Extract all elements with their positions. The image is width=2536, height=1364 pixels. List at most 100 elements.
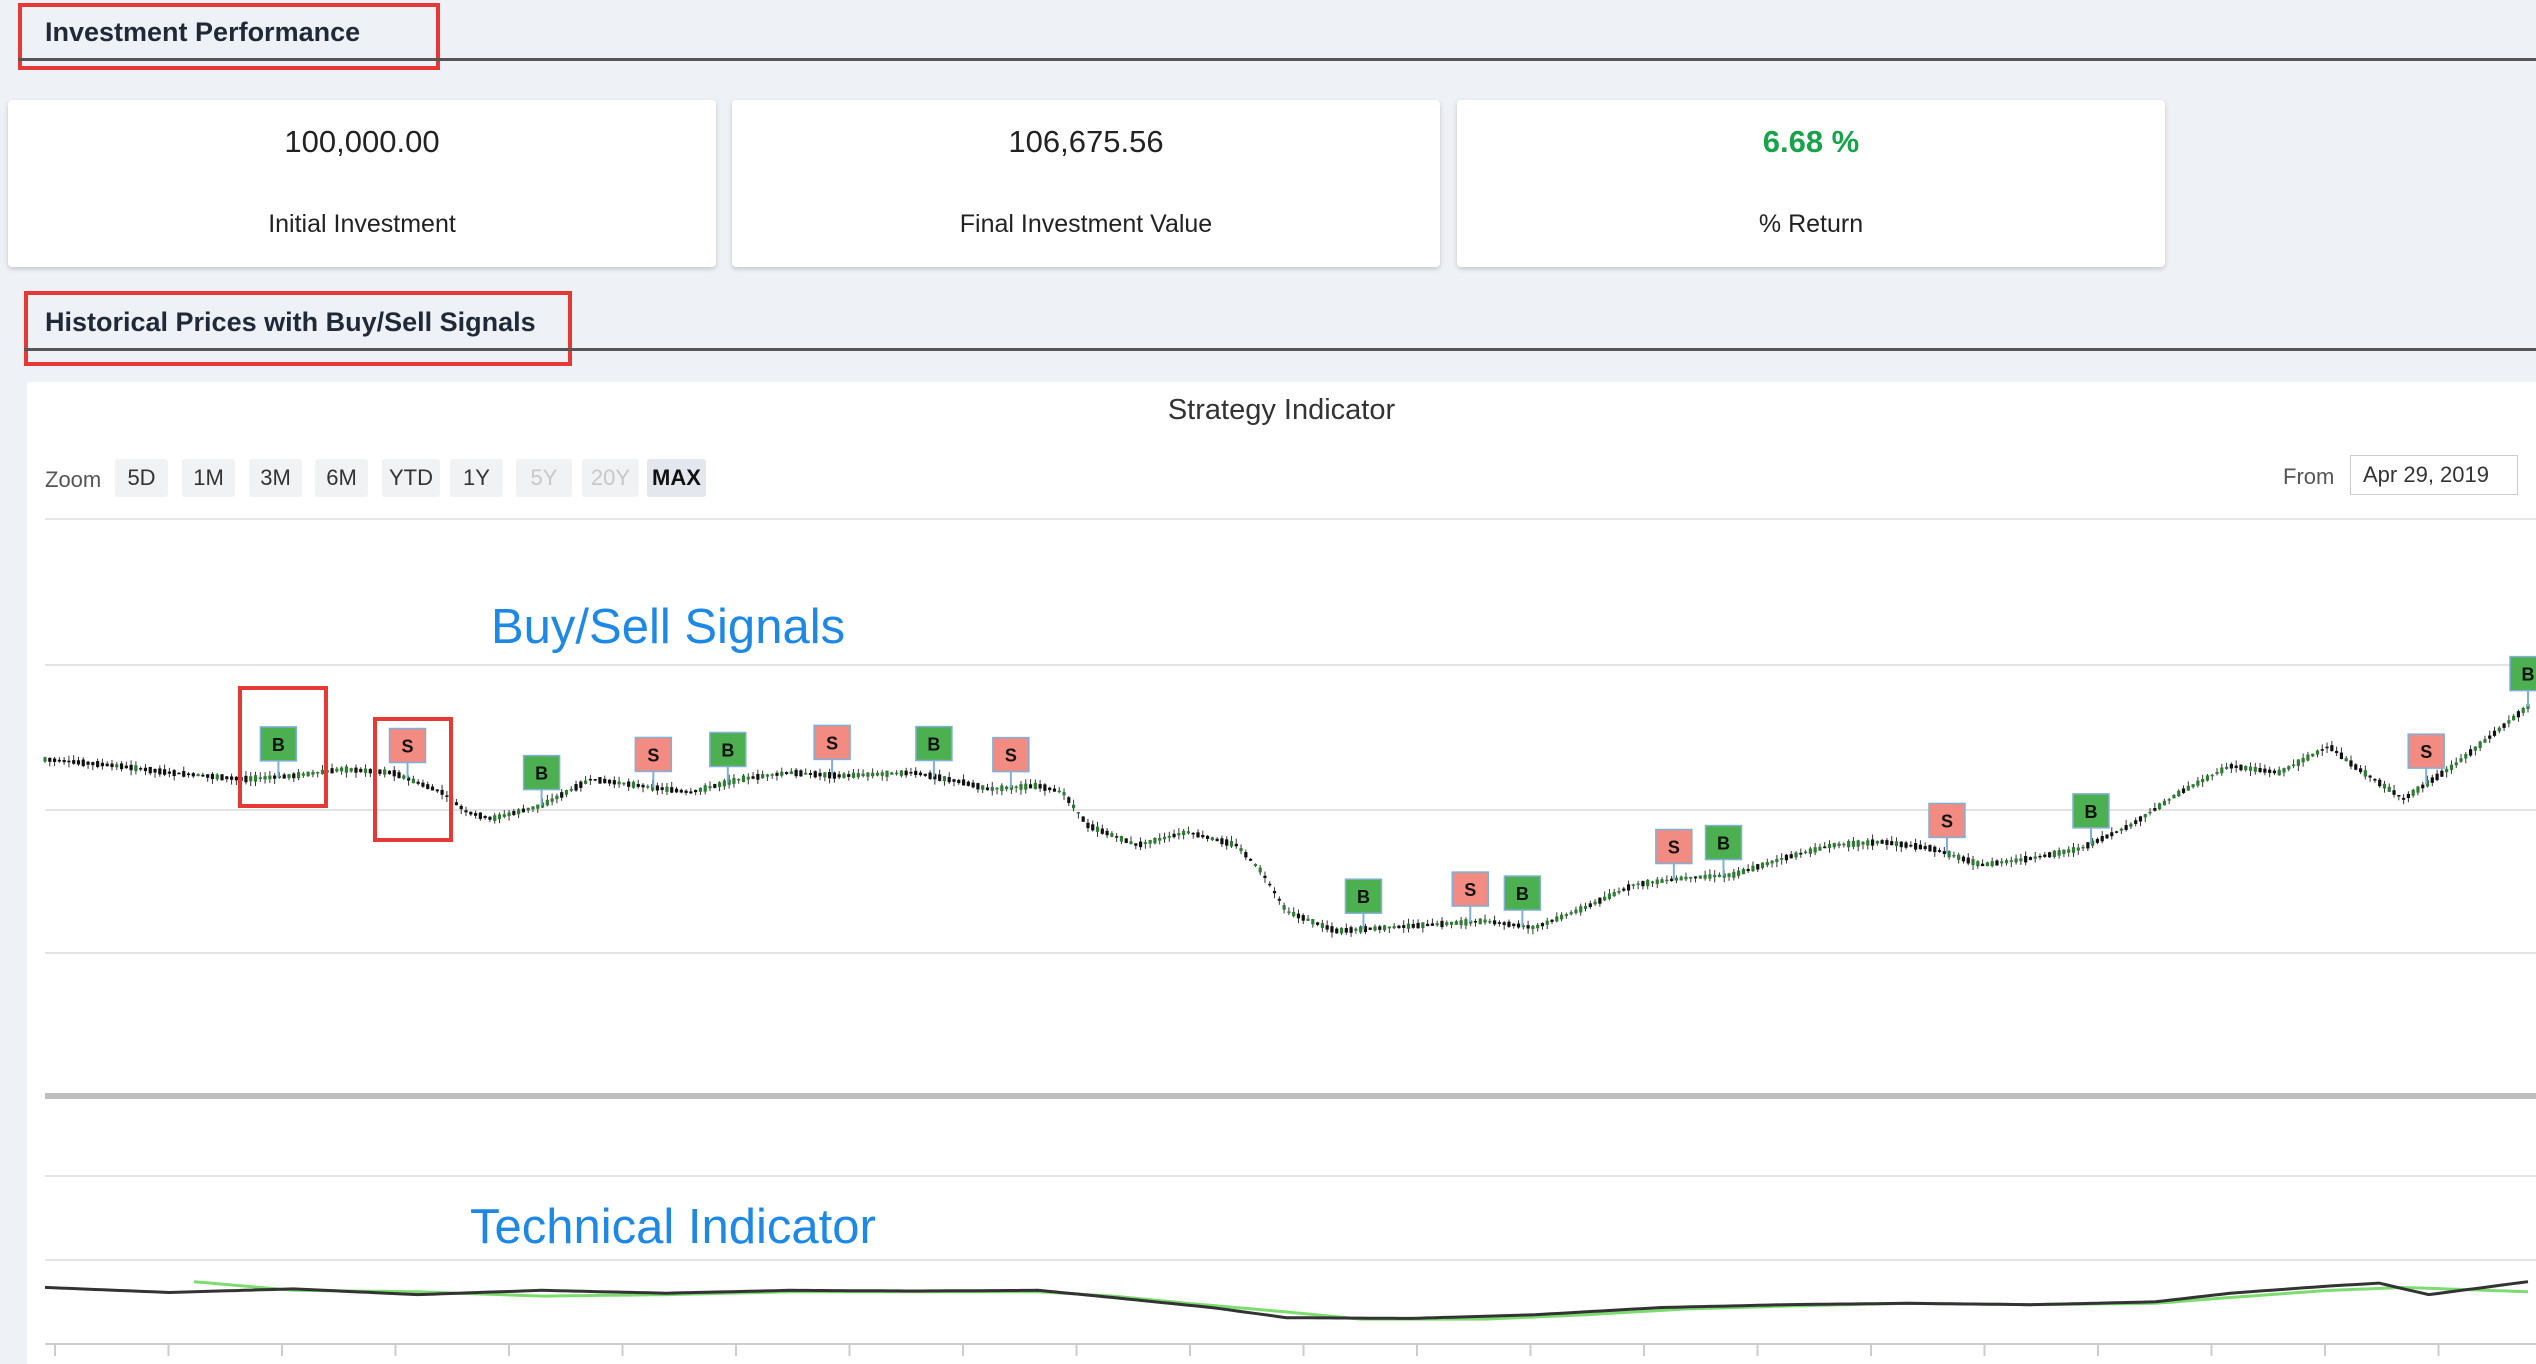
candle bbox=[1526, 925, 1530, 929]
candle bbox=[497, 814, 502, 820]
candle bbox=[1837, 843, 1841, 847]
candle bbox=[2306, 754, 2310, 761]
candle bbox=[1670, 878, 1674, 882]
candle bbox=[1794, 852, 1798, 858]
candle bbox=[1038, 784, 1042, 789]
candle bbox=[172, 770, 176, 777]
candle bbox=[330, 768, 334, 774]
candle bbox=[206, 774, 210, 778]
candle bbox=[2378, 779, 2382, 787]
candle bbox=[646, 786, 650, 788]
zoom-20y-button[interactable]: 20Y bbox=[582, 459, 639, 497]
candle bbox=[397, 772, 401, 779]
candle bbox=[631, 781, 636, 788]
candle bbox=[655, 785, 659, 791]
candle bbox=[1301, 915, 1305, 921]
candle bbox=[2382, 783, 2387, 789]
candle bbox=[871, 772, 875, 777]
buy-signal-label: B bbox=[1357, 887, 1370, 907]
candle bbox=[2100, 836, 2104, 842]
zoom-max-button[interactable]: MAX bbox=[647, 459, 706, 497]
candle bbox=[2129, 823, 2133, 827]
candle bbox=[1751, 865, 1755, 872]
candle bbox=[794, 769, 798, 777]
candle bbox=[823, 772, 827, 778]
zoom-5d-button[interactable]: 5D bbox=[115, 459, 168, 497]
zoom-6m-button[interactable]: 6M bbox=[315, 459, 368, 497]
candle bbox=[110, 763, 114, 768]
candle bbox=[253, 775, 258, 782]
candle bbox=[1182, 830, 1186, 836]
candle bbox=[2181, 788, 2186, 793]
candle bbox=[550, 798, 554, 802]
candle bbox=[560, 792, 564, 798]
candle bbox=[1947, 851, 1951, 858]
candle bbox=[1808, 848, 1812, 854]
candle bbox=[2019, 858, 2023, 862]
candle bbox=[976, 783, 980, 790]
candle bbox=[694, 789, 698, 793]
chart-title: Strategy Indicator bbox=[1167, 394, 1396, 426]
candle bbox=[847, 774, 851, 777]
candle bbox=[1636, 883, 1640, 886]
candle bbox=[1693, 876, 1698, 879]
candle bbox=[1378, 926, 1382, 930]
candle bbox=[598, 777, 602, 784]
candle bbox=[1875, 840, 1879, 844]
candle bbox=[1559, 914, 1564, 920]
candle bbox=[2210, 774, 2214, 777]
candle bbox=[2067, 849, 2071, 853]
candle bbox=[2282, 768, 2286, 773]
candle bbox=[1545, 920, 1549, 925]
candle bbox=[1909, 844, 1913, 847]
candle bbox=[2291, 764, 2296, 767]
candle bbox=[885, 770, 889, 777]
buy-signal-label: B bbox=[1516, 884, 1529, 904]
historical-prices-highlight bbox=[24, 291, 572, 366]
candle bbox=[1684, 876, 1688, 880]
range-from-input[interactable]: Apr 29, 2019 bbox=[2350, 455, 2518, 495]
candle bbox=[1311, 919, 1315, 925]
candle bbox=[1698, 875, 1702, 879]
candle bbox=[153, 768, 157, 773]
zoom-ytd-button[interactable]: YTD bbox=[382, 459, 440, 497]
candle bbox=[569, 788, 573, 791]
candle bbox=[2239, 764, 2243, 771]
candle bbox=[1870, 839, 1875, 846]
candle bbox=[1119, 836, 1124, 842]
candle bbox=[277, 775, 282, 778]
candle bbox=[1191, 832, 1195, 835]
candle bbox=[2358, 768, 2363, 773]
zoom-1y-button[interactable]: 1Y bbox=[450, 459, 503, 497]
candle bbox=[115, 764, 119, 768]
buy-signal-marker bbox=[522, 754, 561, 791]
zoom-1m-button[interactable]: 1M bbox=[182, 459, 235, 497]
candle bbox=[48, 757, 52, 762]
candle bbox=[584, 780, 588, 784]
candle bbox=[622, 782, 626, 785]
zoom-3m-button[interactable]: 3M bbox=[249, 459, 302, 497]
candle bbox=[340, 767, 344, 772]
candle bbox=[1368, 927, 1372, 930]
candle bbox=[1990, 861, 1994, 867]
candle bbox=[292, 773, 296, 779]
candle bbox=[1832, 842, 1836, 848]
candle bbox=[1196, 832, 1200, 838]
buy-signal-label: B bbox=[927, 735, 940, 755]
zoom-5y-button[interactable]: 5Y bbox=[516, 459, 572, 497]
candle bbox=[2497, 727, 2501, 732]
candle bbox=[517, 809, 521, 815]
candle bbox=[564, 790, 569, 795]
candle bbox=[689, 791, 693, 794]
candle bbox=[2014, 858, 2018, 863]
candle bbox=[282, 774, 286, 779]
candle bbox=[1803, 851, 1808, 854]
candle bbox=[220, 774, 224, 781]
candle bbox=[2387, 786, 2391, 792]
candle bbox=[1000, 785, 1004, 792]
candle bbox=[2397, 794, 2401, 797]
price-candles bbox=[43, 701, 2530, 938]
sell-signal-highlight bbox=[373, 717, 453, 842]
candle bbox=[1225, 839, 1229, 846]
candle bbox=[1110, 833, 1114, 837]
